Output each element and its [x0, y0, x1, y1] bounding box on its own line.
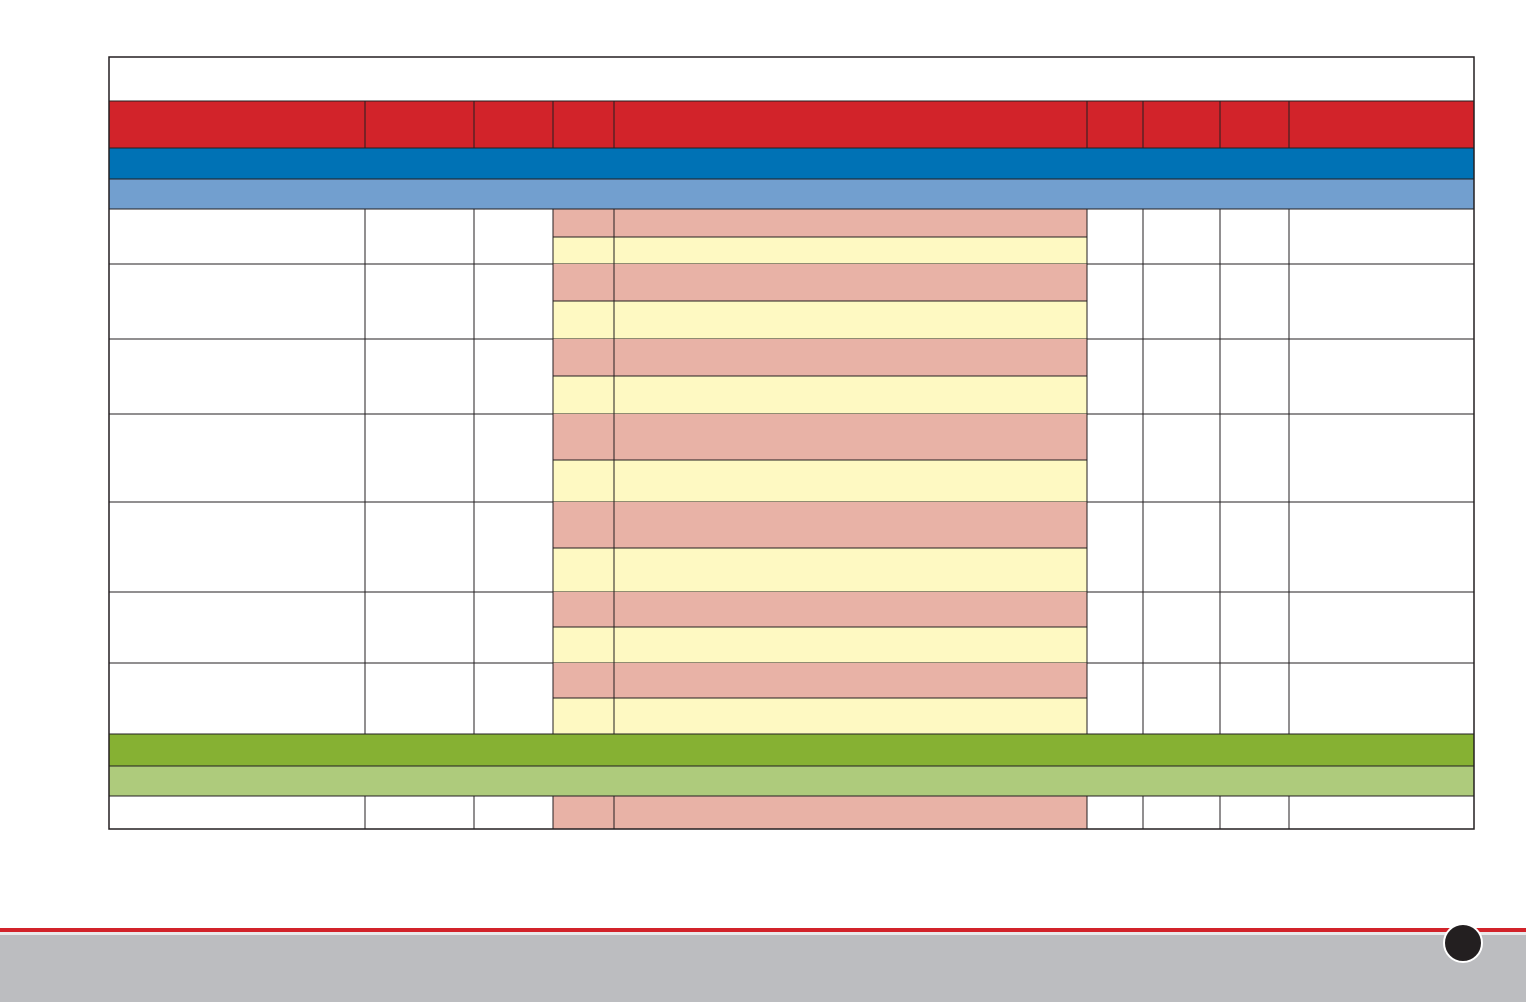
- pink-cell: [553, 209, 1087, 237]
- pink-cell: [553, 339, 1087, 376]
- page-number-badge: [1443, 923, 1483, 963]
- footer-rule-light: [0, 932, 1526, 935]
- table-border: [108, 56, 1475, 830]
- pink-cell: [553, 414, 1087, 460]
- pink-cell: [553, 592, 1087, 627]
- yellow-cell: [553, 376, 1087, 414]
- yellow-cell: [553, 460, 1087, 502]
- title-row: [109, 57, 1474, 101]
- section-band-green: [109, 734, 1474, 766]
- pink-cell: [553, 663, 1087, 698]
- subsection-band-green: [109, 766, 1474, 796]
- pink-cell: [553, 502, 1087, 548]
- footer-rule: [0, 928, 1526, 932]
- section-band: [109, 148, 1474, 179]
- yellow-cell: [553, 548, 1087, 592]
- subsection-band: [109, 179, 1474, 209]
- yellow-cell: [553, 698, 1087, 734]
- footer-band: [0, 935, 1526, 1002]
- pink-cell: [553, 796, 1087, 829]
- header-row: [109, 101, 1474, 148]
- yellow-cell: [553, 301, 1087, 339]
- pink-cell: [553, 264, 1087, 301]
- yellow-cell: [553, 237, 1087, 264]
- yellow-cell: [553, 627, 1087, 663]
